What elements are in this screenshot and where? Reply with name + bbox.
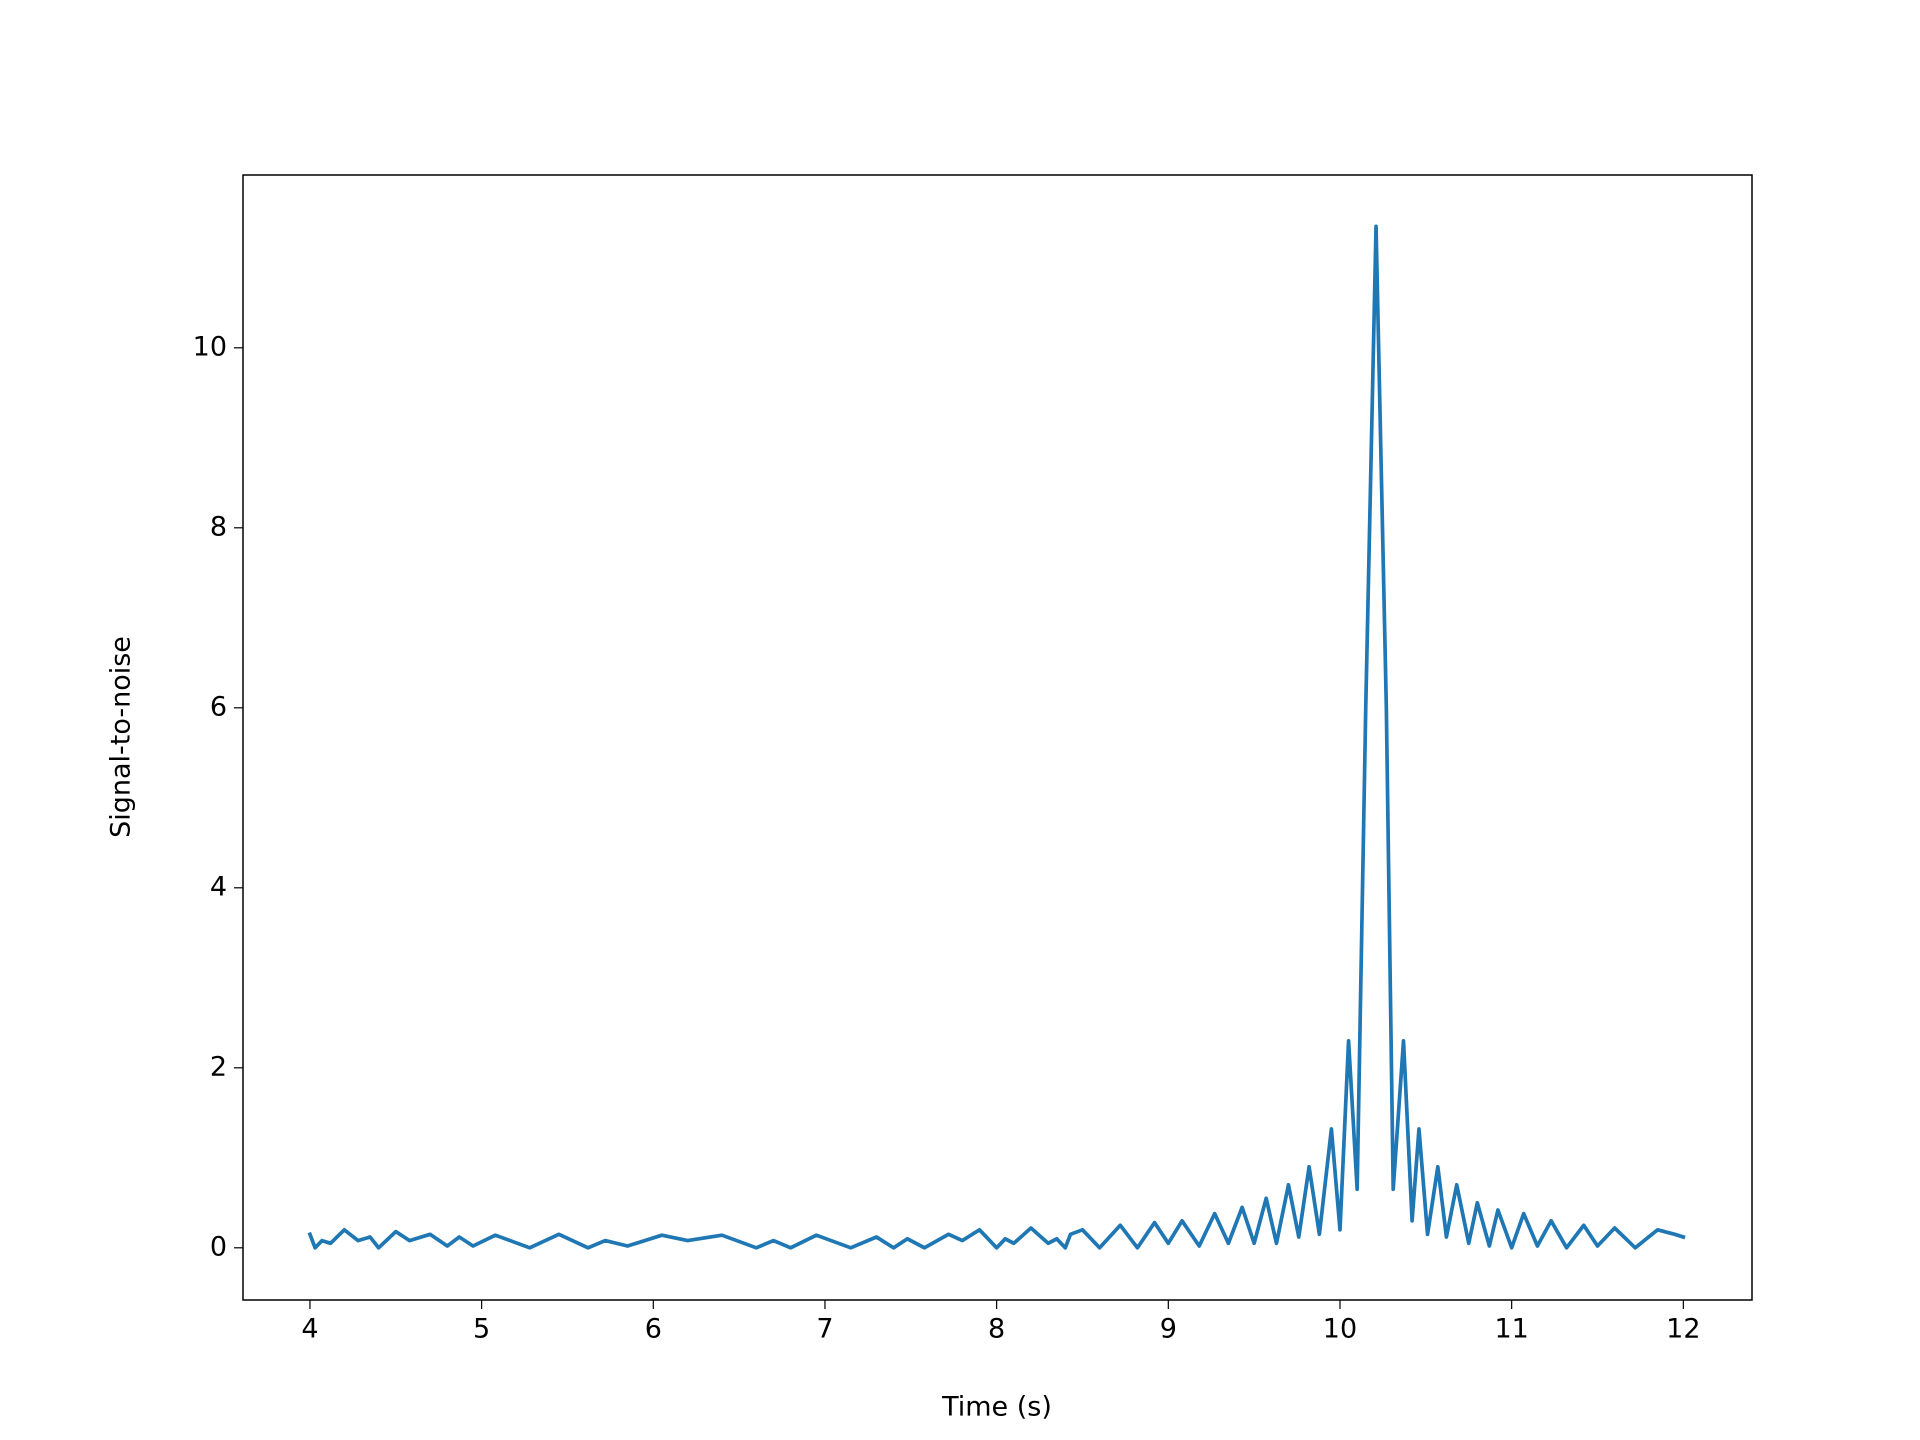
x-tick-label: 8 [988,1314,1005,1345]
y-tick-label: 6 [210,691,227,722]
x-tick-label: 5 [473,1314,490,1345]
y-tick-label: 4 [210,871,227,902]
x-tick-label: 6 [645,1314,662,1345]
y-tick-label: 10 [193,331,227,362]
y-tick-label: 2 [210,1051,227,1082]
y-tick-label: 0 [210,1231,227,1262]
x-axis-label: Time (s) [941,1392,1052,1423]
x-tick-label: 4 [301,1314,318,1345]
x-tick-label: 11 [1494,1314,1528,1345]
x-tick-label: 12 [1666,1314,1700,1345]
y-axis-label: Signal-to-noise [106,636,137,838]
plot-frame [242,174,1753,1301]
x-tick-label: 7 [816,1314,833,1345]
x-tick-label: 9 [1160,1314,1177,1345]
y-tick-label: 8 [210,511,227,542]
x-tick-label: 10 [1323,1314,1357,1345]
line [307,224,1686,1250]
